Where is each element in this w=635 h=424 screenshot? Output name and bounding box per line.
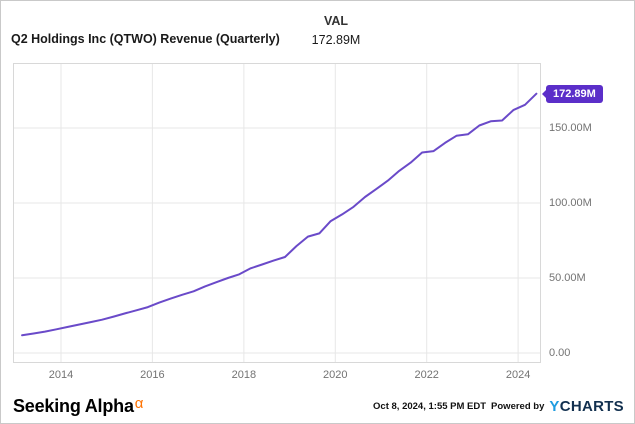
timestamp: Oct 8, 2024, 1:55 PM EDT — [373, 400, 487, 412]
chart-footer: Seeking Alphaα Oct 8, 2024, 1:55 PM EDT … — [1, 389, 634, 423]
x-tick-label: 2020 — [323, 369, 348, 381]
plot-area[interactable] — [13, 63, 541, 363]
ycharts-logo[interactable]: YCHARTS — [549, 398, 624, 415]
x-tick-label: 2022 — [414, 369, 439, 381]
seeking-alpha-wordmark: Seeking Alpha — [13, 396, 134, 416]
chart-region: 2014 2016 2018 2020 2022 2024 0.00 50.00M 100.0… — [1, 63, 634, 391]
x-tick-label: 2018 — [231, 369, 257, 381]
current-value: 172.89M — [311, 33, 361, 47]
ycharts-y-icon: Y — [549, 397, 560, 415]
y-tick-label: 0.00 — [549, 347, 571, 359]
y-tick-label: 100.00M — [549, 197, 592, 209]
x-tick-label: 2016 — [140, 369, 165, 381]
last-value-badge: 172.89M — [542, 84, 603, 103]
val-column-header: VAL — [323, 14, 349, 28]
ycharts-wordmark: CHARTS — [559, 397, 624, 415]
y-tick-label: 150.00M — [549, 122, 592, 134]
revenue-line — [21, 92, 538, 337]
alpha-icon: α — [134, 395, 144, 412]
powered-by-label: Powered by — [491, 400, 545, 412]
val-column: VAL 172.89M — [286, 14, 386, 47]
seeking-alpha-logo[interactable]: Seeking Alphaα — [13, 395, 143, 417]
chart-header: Q2 Holdings Inc (QTWO) Revenue (Quarterl… — [1, 1, 634, 63]
x-tick-label: 2014 — [48, 369, 74, 381]
y-tick-label: 50.00M — [549, 272, 586, 284]
x-tick-label: 2024 — [505, 369, 531, 381]
chart-title: Q2 Holdings Inc (QTWO) Revenue (Quarterl… — [11, 32, 280, 46]
footer-attribution: Oct 8, 2024, 1:55 PM EDT Powered by YCHA… — [373, 398, 624, 415]
